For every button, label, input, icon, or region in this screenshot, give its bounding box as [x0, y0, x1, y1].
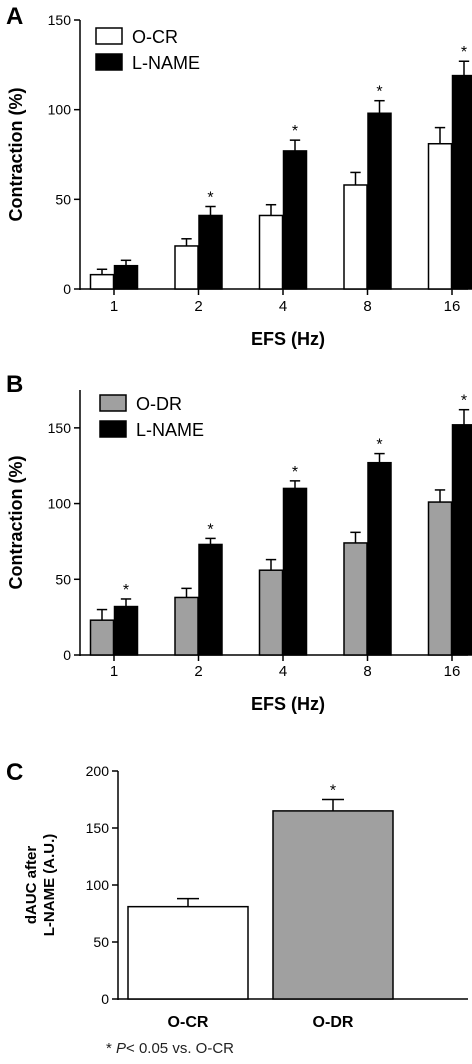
panel-b-y-tick-label: 0 [63, 647, 71, 663]
panel-b-legend-swatch [99, 420, 127, 438]
panel-c-x-tick-label: O-DR [313, 1014, 354, 1031]
panel-a-y-tick-label: 150 [48, 12, 72, 28]
panel-a-x-tick-label: 16 [444, 298, 461, 315]
panel-b-o-dr-bar [89, 619, 115, 656]
panel-a-o-cr-bar [427, 142, 453, 290]
panel-a-label: A [6, 3, 23, 30]
panel-a-l-name-significance: * [376, 84, 382, 101]
panel-b-l-name-bar [367, 461, 392, 656]
panel-b-legend-swatch [99, 394, 127, 412]
panel-b-l-name-significance: * [292, 464, 298, 481]
panel-c-y-tick-label: 50 [93, 934, 109, 950]
panel-b-y-tick-label: 100 [48, 496, 72, 512]
panel-a-y-tick-label: 50 [55, 191, 71, 207]
panel-b-x-tick-label: 8 [363, 663, 371, 680]
panel-b-y-axis-title: Contraction (%) [6, 456, 26, 590]
panel-a-o-cr-bar [89, 273, 115, 290]
panel-c-o-dr-bar [272, 810, 394, 1000]
panel-b-l-name-bar [113, 605, 139, 656]
panel-c-x-tick-label: O-CR [168, 1014, 209, 1031]
footnote: * P< 0.05 vs. O-CR [106, 1040, 234, 1057]
panel-c-y-axis-title: L-NAME (A.U.) [41, 834, 58, 936]
panel-a-l-name-bar [282, 150, 308, 290]
panel-a-o-cr-bar [343, 184, 368, 290]
footnote-prefix: * [106, 1040, 117, 1057]
panel-a-l-name-significance: * [461, 44, 467, 61]
panel-a-o-cr-bar [174, 245, 199, 290]
panel-b-x-tick-label: 2 [194, 663, 202, 680]
panel-b-l-name-bar [282, 487, 308, 656]
panel-b-label: B [6, 371, 23, 398]
panel-b-o-dr-bar [427, 501, 453, 656]
panel-b-x-axis-title: EFS (Hz) [251, 694, 325, 714]
panel-a-legend-swatch [95, 53, 123, 71]
panel-c-y-tick-label: 100 [86, 877, 110, 893]
panel-a-l-name-bar [451, 74, 472, 290]
panel-a-y-axis-title: Contraction (%) [6, 88, 26, 222]
panel-a-x-tick-label: 8 [363, 298, 371, 315]
panel-c-o-cr-bar [127, 905, 249, 1000]
panel-b-l-name-significance: * [376, 437, 382, 454]
panel-b-y-tick-label: 150 [48, 420, 72, 436]
panel-a-x-axis-title: EFS (Hz) [251, 329, 325, 349]
panel-a-l-name-bar [198, 214, 223, 290]
panel-a-y-tick-label: 100 [48, 102, 72, 118]
panel-a-l-name-bar [367, 112, 392, 290]
panel-b-o-dr-bar [343, 542, 368, 656]
panel-c-y-tick-label: 0 [101, 991, 109, 1007]
panel-b-legend-label: L-NAME [136, 420, 204, 440]
panel-a-x-tick-label: 2 [194, 298, 202, 315]
panel-a-o-cr-bar [258, 214, 284, 290]
panel-b-l-name-bar [198, 543, 223, 656]
footnote-text: < 0.05 vs. O-CR [126, 1040, 234, 1057]
panel-b-o-dr-bar [174, 596, 199, 656]
panel-b-l-name-significance: * [461, 393, 467, 410]
panel-b-l-name-significance: * [207, 521, 213, 538]
panel-b-legend-label: O-DR [136, 394, 182, 414]
panel-b-x-tick-label: 16 [444, 663, 461, 680]
panel-b-x-tick-label: 4 [279, 663, 287, 680]
panel-c-o-dr-significance: * [330, 783, 336, 800]
panel-b-y-tick-label: 50 [55, 571, 71, 587]
panel-a-l-name-bar [113, 264, 139, 290]
panel-c-y-tick-label: 150 [86, 820, 110, 836]
panel-a-legend-label: L-NAME [132, 53, 200, 73]
panel-b-x-tick-label: 1 [110, 663, 118, 680]
panel-a-legend-swatch [95, 27, 123, 45]
panel-c-y-tick-label: 200 [86, 763, 110, 779]
panel-b-o-dr-bar [258, 569, 284, 656]
panel-a-l-name-significance: * [207, 190, 213, 207]
panel-b-l-name-bar [451, 424, 472, 656]
panel-a-y-tick-label: 0 [63, 281, 71, 297]
panel-a-l-name-significance: * [292, 123, 298, 140]
panel-c-y-axis-title: dAUC after [23, 846, 40, 925]
panel-a-x-tick-label: 1 [110, 298, 118, 315]
panel-c-label: C [6, 759, 23, 786]
panel-a-x-tick-label: 4 [279, 298, 287, 315]
panel-a-legend-label: O-CR [132, 27, 178, 47]
panel-b-l-name-significance: * [123, 582, 129, 599]
footnote-p-symbol: P [116, 1040, 127, 1057]
